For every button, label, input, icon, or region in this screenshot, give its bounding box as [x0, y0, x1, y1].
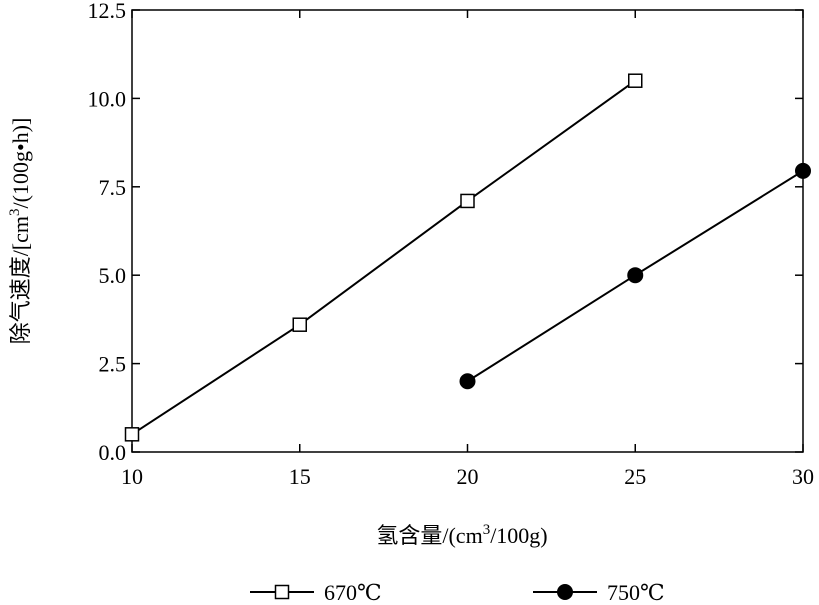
- data-point-series-1: [795, 162, 811, 179]
- data-point-series-0: [460, 193, 475, 209]
- axis-title-superscript: 3: [7, 208, 23, 216]
- x-tick-label: 30: [792, 464, 814, 489]
- legend-marker-1: [557, 584, 573, 600]
- series-markers: [124, 73, 811, 442]
- data-point-series-1: [459, 373, 476, 390]
- data-point-series-0: [628, 73, 643, 88]
- axis-title-part: 除气速度/[cm: [8, 216, 33, 344]
- axis-title-part: 氢含量/(cm: [376, 523, 482, 548]
- x-axis-title: 氢含量/(cm3/100g): [376, 522, 547, 548]
- y-tick-label: 7.5: [99, 175, 127, 200]
- y-tick-label: 2.5: [99, 352, 127, 377]
- x-tick-label: 20: [457, 464, 479, 489]
- series-line-0: [131, 79, 636, 436]
- axis-title-superscript: 3: [483, 522, 491, 538]
- y-tick-label: 0.0: [99, 440, 127, 465]
- y-tick-label: 12.5: [88, 0, 127, 23]
- data-point-series-1: [627, 267, 644, 284]
- y-axis-title: 除气速度/[cm3/(100g•h)]: [7, 118, 33, 345]
- x-tick-label: 10: [121, 464, 143, 489]
- legend-label-1: 750℃: [607, 580, 665, 605]
- x-tick-label: 15: [289, 464, 311, 489]
- legend: 670℃ 750℃: [250, 580, 665, 605]
- data-point-series-0: [292, 317, 307, 332]
- axis-ticks: 10 15 20 25 30 0.0 2.5 5.0 7.5 10.0 12.5: [88, 0, 815, 489]
- y-tick-label: 10.0: [88, 86, 127, 111]
- legend-marker-0: [274, 584, 290, 600]
- legend-label-0: 670℃: [324, 580, 382, 605]
- y-tick-label: 5.0: [99, 263, 127, 288]
- axis-title-part: /100g): [490, 523, 547, 548]
- x-tick-label: 25: [624, 464, 646, 489]
- axis-title-part: /(100g•h)]: [8, 118, 33, 209]
- data-point-series-0: [124, 427, 140, 442]
